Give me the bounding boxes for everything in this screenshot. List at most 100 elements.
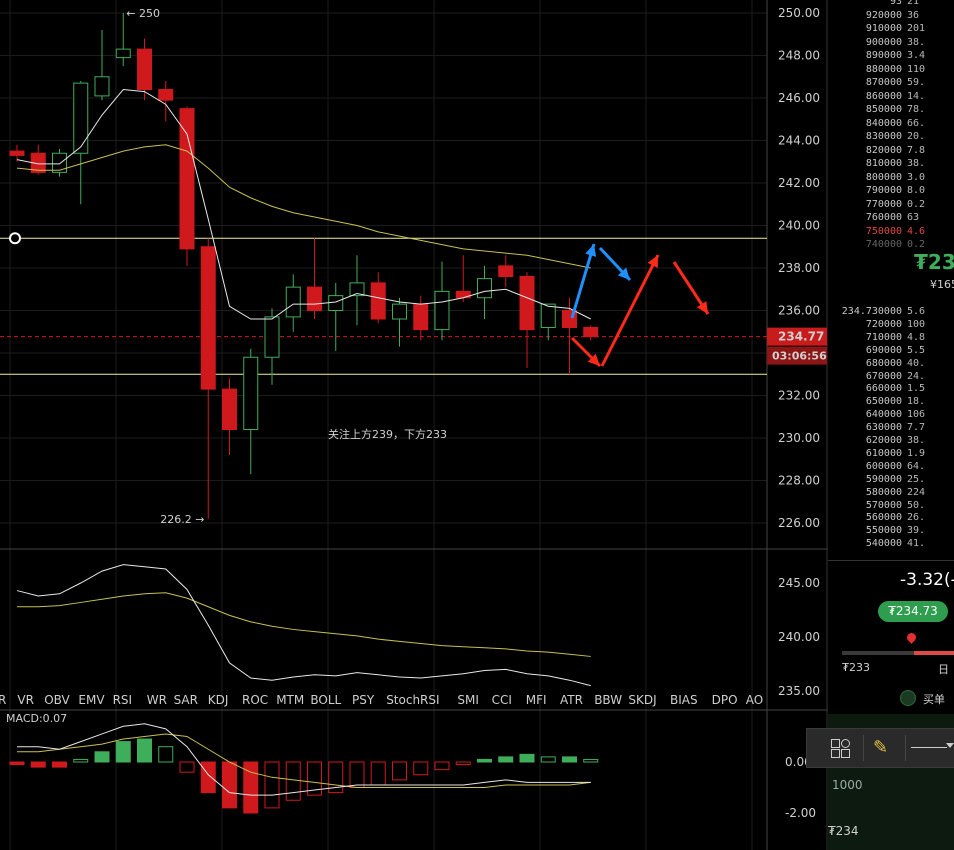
price-tick-label: 232.00 (778, 389, 820, 403)
indicator-tab-roc[interactable]: ROC (242, 693, 268, 707)
bid-row[interactable]: 660000 1.5 (828, 382, 954, 395)
bid-qty: 25. (907, 473, 926, 485)
bid-row[interactable]: 720000 100 (828, 318, 954, 331)
indicator-tab-atr[interactable]: ATR (560, 693, 583, 707)
ask-row[interactable]: 860000 14. (828, 90, 954, 103)
bid-qty: 26. (907, 512, 926, 524)
indicator-tab-skdj[interactable]: SKDJ (628, 693, 656, 707)
ask-price: 820000 (865, 144, 902, 156)
candle-body (137, 48, 152, 90)
ask-row[interactable]: 880000 110 (828, 63, 954, 76)
macd-histogram-bar (413, 761, 429, 776)
candle-body (307, 286, 322, 311)
line-style-dropdown[interactable] (911, 747, 947, 748)
indicator-tab-bias[interactable]: BIAS (670, 693, 698, 707)
bid-row[interactable]: 540000 41. (828, 537, 954, 550)
indicator-tab-stochrsi[interactable]: StochRSI (386, 693, 439, 707)
price-pill[interactable]: ₮234.73 (878, 601, 948, 622)
bid-row[interactable]: 234.730000 5.6 (828, 305, 954, 318)
ask-row[interactable]: 890000 3.4 (828, 49, 954, 62)
buy-orders-label[interactable]: 买单 (923, 693, 945, 706)
range-bar (842, 651, 954, 655)
bid-row[interactable]: 710000 4.8 (828, 331, 954, 344)
ask-qty: 59. (907, 77, 926, 88)
bid-qty: 1.9 (907, 447, 926, 459)
bid-row[interactable]: 610000 1.9 (828, 447, 954, 460)
candle-body (243, 356, 259, 430)
layout-grid-icon[interactable] (831, 739, 850, 758)
depth-price: ₮234 (828, 824, 859, 838)
ask-row[interactable]: 910000 201 (828, 22, 954, 35)
indicator-tab-sar[interactable]: SAR (174, 693, 198, 707)
indicator-tab-boll[interactable]: BOLL (310, 693, 341, 707)
bid-row[interactable]: 650000 18. (828, 395, 954, 408)
bid-row[interactable]: 680000 40. (828, 357, 954, 370)
current-price-label: 234.77 (778, 330, 824, 344)
bid-row[interactable]: 630000 7.7 (828, 421, 954, 434)
ask-row[interactable]: 850000 78. (828, 103, 954, 116)
indicator-tab-psy[interactable]: PSY (352, 693, 375, 707)
candle-body (328, 295, 344, 311)
indicator-tab-kdj[interactable]: KDJ (208, 693, 229, 707)
indicator-tab-emv[interactable]: EMV (78, 693, 105, 707)
indicator-tab-smi[interactable]: SMI (457, 693, 479, 707)
macd-histogram-bar (200, 761, 216, 794)
ask-row[interactable]: 900000 38. (828, 36, 954, 49)
macd-tick-label: 0.00 (785, 755, 812, 769)
bid-row[interactable]: 550000 39. (828, 524, 954, 537)
candle-body (285, 286, 301, 318)
ask-row[interactable]: 800000 3.0 (828, 171, 954, 184)
ask-row[interactable]: 920000 36 (828, 9, 954, 22)
ask-row[interactable]: 830000 20. (828, 130, 954, 143)
chevron-down-icon[interactable] (946, 743, 954, 748)
ask-row[interactable]: 750000 4.6 (828, 225, 954, 238)
ask-row[interactable]: 770000 0.2 (828, 198, 954, 211)
indicator-tab-bbw[interactable]: BBW (594, 693, 622, 707)
bid-row[interactable]: 690000 5.5 (828, 344, 954, 357)
bid-row[interactable]: 620000 38. (828, 434, 954, 447)
bid-row[interactable]: 590000 25. (828, 473, 954, 486)
ask-row[interactable]: 840000 66. (828, 117, 954, 130)
bid-row[interactable]: 570000 50. (828, 499, 954, 512)
ask-row[interactable]: 93 21 (828, 0, 954, 8)
bid-price: 670000 (865, 370, 902, 382)
ask-row[interactable]: 740000 0.2 (828, 238, 954, 251)
ask-row[interactable]: 790000 8.0 (828, 184, 954, 197)
ask-row[interactable]: 760000 63 (828, 211, 954, 224)
ask-row[interactable]: 870000 59. (828, 76, 954, 89)
buy-toggle-icon[interactable] (900, 690, 916, 706)
indicator-tab-wr[interactable]: WR (147, 693, 167, 707)
indicator-tab-mfi[interactable]: MFI (526, 693, 547, 707)
indicator-tab-obv[interactable]: OBV (44, 693, 70, 707)
ask-qty: 4.6 (907, 225, 926, 237)
pencil-icon[interactable]: ✎ (873, 737, 889, 758)
bid-qty: 24. (907, 370, 926, 382)
ask-row[interactable]: 810000 38. (828, 157, 954, 170)
bid-qty: 4.8 (907, 331, 926, 343)
indicator-tab-r[interactable]: R (0, 693, 6, 707)
candle-body (115, 48, 131, 59)
macd-histogram-bar (73, 758, 89, 763)
red-arrow-down-2-head (696, 301, 708, 314)
bid-row[interactable]: 670000 24. (828, 370, 954, 383)
candle-body (370, 282, 386, 320)
bid-row[interactable]: 640000 106 (828, 408, 954, 421)
bid-qty: 38. (907, 435, 926, 446)
bid-row[interactable]: 580000 224 (828, 486, 954, 499)
macd-histogram-bar (307, 761, 322, 796)
bid-row[interactable]: 560000 26. (828, 511, 954, 524)
bid-row[interactable]: 600000 64. (828, 460, 954, 473)
ask-row[interactable]: 820000 7.8 (828, 144, 954, 157)
indicator-tab-vr[interactable]: VR (17, 693, 34, 707)
indicator-tab-ao[interactable]: AO (746, 693, 763, 707)
ask-price: 890000 (865, 50, 902, 61)
indicator-tab-dpo[interactable]: DPO (712, 693, 738, 707)
indicator-tab-mtm[interactable]: MTM (276, 693, 304, 707)
bid-price: 610000 (865, 447, 902, 459)
location-pin-icon (905, 631, 918, 644)
bid-qty: 50. (907, 499, 926, 511)
indicator-tab-cci[interactable]: CCI (492, 693, 512, 707)
bid-price: 710000 (865, 331, 902, 343)
indicator-tab-rsi[interactable]: RSI (113, 693, 133, 707)
